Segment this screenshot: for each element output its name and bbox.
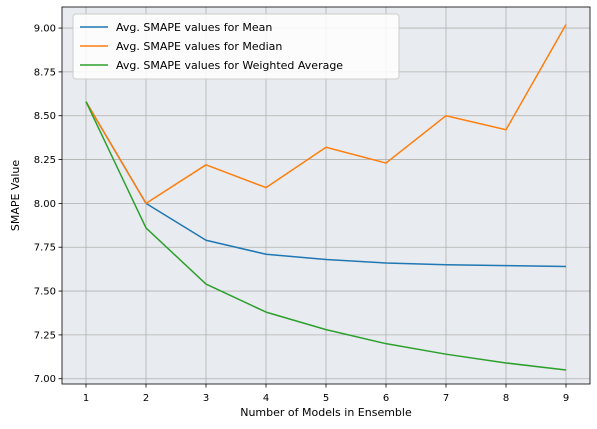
x-tick-label: 1 xyxy=(83,393,89,404)
y-tick-label: 8.75 xyxy=(34,67,56,78)
x-tick-label: 7 xyxy=(443,393,449,404)
x-ticks: 1 2 3 4 5 6 7 8 9 xyxy=(83,384,569,404)
legend-label: Avg. SMAPE values for Weighted Average xyxy=(116,59,343,72)
x-tick-label: 3 xyxy=(203,393,209,404)
x-tick-label: 5 xyxy=(323,393,329,404)
legend-label: Avg. SMAPE values for Mean xyxy=(116,21,272,34)
y-tick-label: 9.00 xyxy=(34,24,56,35)
y-tick-label: 7.00 xyxy=(34,374,56,385)
x-tick-label: 4 xyxy=(263,393,269,404)
x-tick-label: 9 xyxy=(563,393,569,404)
legend: Avg. SMAPE values for Mean Avg. SMAPE val… xyxy=(72,13,400,80)
legend-box xyxy=(72,13,400,80)
x-tick-label: 2 xyxy=(143,393,149,404)
y-tick-label: 7.50 xyxy=(34,287,56,298)
x-axis-label: Number of Models in Ensemble xyxy=(240,406,412,419)
y-axis-label: SMAPE Value xyxy=(9,160,22,232)
y-tick-label: 8.50 xyxy=(34,111,56,122)
series-line-2 xyxy=(85,24,567,205)
x-tick-label: 6 xyxy=(383,393,389,404)
x-tick-label: 8 xyxy=(503,393,509,404)
series-lines xyxy=(85,24,567,371)
legend-label: Avg. SMAPE values for Median xyxy=(116,40,282,53)
y-tick-label: 7.75 xyxy=(34,243,56,254)
y-tick-label: 7.25 xyxy=(34,330,56,341)
y-ticks: 7.00 7.25 7.50 7.75 8.00 8.25 8.50 8.75 9.00 xyxy=(34,24,62,385)
series-line-3 xyxy=(85,101,567,371)
series-line-1 xyxy=(85,101,567,268)
y-tick-label: 8.25 xyxy=(34,155,56,166)
y-tick-label: 8.00 xyxy=(34,199,56,210)
